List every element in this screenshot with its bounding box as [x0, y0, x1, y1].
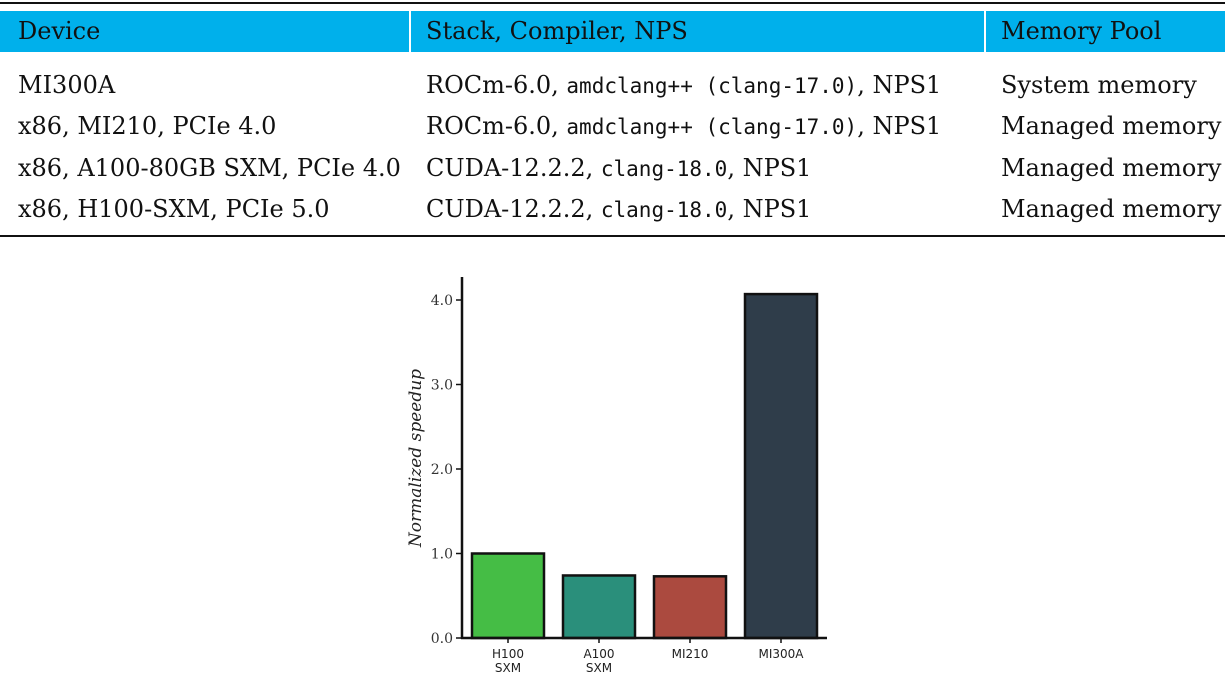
memory-pool-cell: Managed memory [1001, 112, 1222, 140]
memory-pool-cell: System memory [1001, 71, 1197, 99]
compiler-name: clang-18.0 [600, 198, 728, 222]
header-device: Device [18, 17, 101, 45]
x-tick-label: H100 [492, 647, 524, 661]
compiler-name: amdclang++ (clang-17.0) [566, 115, 858, 139]
y-tick-label: 0.0 [431, 631, 453, 647]
bar [561, 574, 637, 640]
memory-pool-cell: Managed memory [1001, 195, 1222, 223]
header-stack: Stack, Compiler, NPS [426, 17, 688, 45]
table-row: x86, H100-SXM, PCIe 5.0 CUDA-12.2.2, cla… [0, 189, 1225, 230]
stack-cell: ROCm-6.0, amdclang++ (clang-17.0), NPS1 [426, 112, 942, 140]
compiler-name: amdclang++ (clang-17.0) [566, 74, 858, 98]
table-top-rule [0, 2, 1225, 4]
header-separator [984, 11, 986, 52]
header-memory-pool: Memory Pool [1001, 17, 1162, 45]
table-row: x86, MI210, PCIe 4.0 ROCm-6.0, amdclang+… [0, 106, 1225, 147]
bars-group [470, 292, 819, 640]
y-tick-label: 1.0 [431, 547, 453, 563]
stack-cell: ROCm-6.0, amdclang++ (clang-17.0), NPS1 [426, 71, 942, 99]
y-tick-label: 2.0 [431, 462, 453, 478]
x-tick-label: MI210 [672, 647, 709, 661]
table-header-bar [0, 11, 1225, 52]
x-tick-label: MI300A [758, 647, 804, 661]
device-cell: x86, H100-SXM, PCIe 5.0 [18, 195, 330, 223]
device-cell: x86, A100-80GB SXM, PCIe 4.0 [18, 154, 401, 182]
stack-cell: CUDA-12.2.2, clang-18.0, NPS1 [426, 154, 812, 182]
y-tick-label: 4.0 [431, 293, 453, 309]
memory-pool-cell: Managed memory [1001, 154, 1222, 182]
y-tick-label: 3.0 [431, 378, 453, 394]
device-cell: MI300A [18, 71, 116, 99]
header-separator [409, 11, 411, 52]
table-bottom-rule [0, 235, 1225, 237]
table-row: x86, A100-80GB SXM, PCIe 4.0 CUDA-12.2.2… [0, 148, 1225, 189]
x-tick-label: SXM [586, 661, 612, 675]
bar [470, 552, 546, 640]
x-tick-label: A100 [583, 647, 614, 661]
device-cell: x86, MI210, PCIe 4.0 [18, 112, 277, 140]
y-axis-title: Normalized speedup [406, 369, 426, 548]
y-axis-ticks: 0.0 1.0 2.0 3.0 4.0 [431, 293, 462, 647]
table-row: MI300A ROCm-6.0, amdclang++ (clang-17.0)… [0, 65, 1225, 106]
compiler-name: clang-18.0 [600, 157, 728, 181]
x-tick-label: SXM [495, 661, 521, 675]
bar [743, 292, 819, 640]
bar [652, 575, 728, 640]
stack-cell: CUDA-12.2.2, clang-18.0, NPS1 [426, 195, 812, 223]
